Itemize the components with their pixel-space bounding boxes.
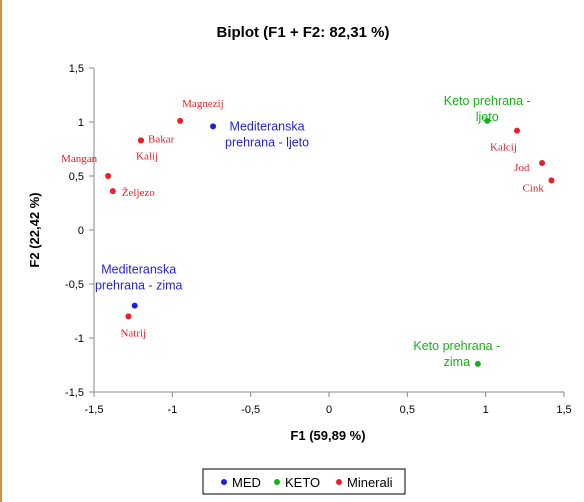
x-tick-label: 1 (483, 404, 489, 416)
chart-title: Biplot (F1 + F2: 82,31 %) (217, 24, 390, 41)
data-point-minerali (105, 173, 112, 179)
y-axis-label: F2 (22,42 %) (27, 192, 42, 267)
point-label: Keto prehrana -zima (413, 339, 500, 369)
point-label: Mangan (61, 153, 98, 165)
data-point-med (210, 123, 217, 130)
data-point-keto (484, 117, 491, 124)
point-label: Kalcij (490, 142, 517, 154)
data-point-med (131, 302, 138, 309)
x-tick-label: 0 (326, 404, 332, 416)
data-point-minerali (125, 313, 132, 320)
data-point-minerali (548, 177, 555, 184)
y-tick-label: -1,5 (65, 387, 84, 399)
y-tick-label: -0,5 (65, 279, 84, 291)
point-label: Jod (514, 162, 530, 174)
y-tick-label: 1 (78, 117, 84, 129)
data-point-minerali (109, 188, 116, 195)
data-point-minerali (539, 160, 546, 167)
x-tick-label: 1,5 (556, 404, 571, 416)
legend-label-minerali: Minerali (347, 475, 393, 490)
legend-marker-keto (274, 479, 280, 485)
point-label: Mediteranska prehrana - ljeto (225, 119, 309, 149)
x-tick-label: 0,5 (400, 404, 415, 416)
x-tick-label: -1 (167, 404, 177, 416)
data-point-keto (474, 360, 481, 367)
tick-labels: -1,5 -1 -0,5 0 0,5 1 1,5 1,5 1 0,5 0 -0,5 -1 -1,5 (65, 63, 572, 416)
legend-label-keto: KETO (285, 475, 320, 490)
data-point-minerali (177, 117, 184, 124)
point-label: Magnezij (182, 98, 224, 110)
legend: MED KETO Minerali (202, 468, 406, 495)
y-tick-label: 0 (78, 225, 84, 237)
data-point-minerali (138, 137, 144, 144)
y-tick-label: -1 (74, 333, 84, 345)
legend-marker-minerali (336, 479, 342, 485)
legend-box (202, 468, 406, 495)
point-label: Kalij (136, 150, 158, 162)
point-label: Mediteranska prehrana - zima (95, 263, 183, 293)
point-label: Natrij (120, 327, 146, 339)
data-point-minerali (514, 127, 520, 134)
legend-label-med: MED (232, 475, 261, 490)
point-label: Bakar (148, 133, 175, 145)
point-label: Cink (522, 182, 544, 194)
point-labels: Mediteranska prehrana - ljeto Mediteranska… (61, 94, 544, 369)
y-tick-label: 0,5 (69, 171, 84, 183)
x-tick-label: -1,5 (85, 404, 104, 416)
point-label: Željezo (122, 187, 155, 199)
x-tick-label: -0,5 (241, 404, 260, 416)
point-label: Keto prehrana -ljeto (444, 94, 531, 124)
y-tick-label: 1,5 (69, 63, 84, 75)
x-axis-label: F1 (59,89 %) (290, 428, 365, 443)
data-points (105, 117, 555, 367)
legend-marker-med (221, 479, 227, 485)
